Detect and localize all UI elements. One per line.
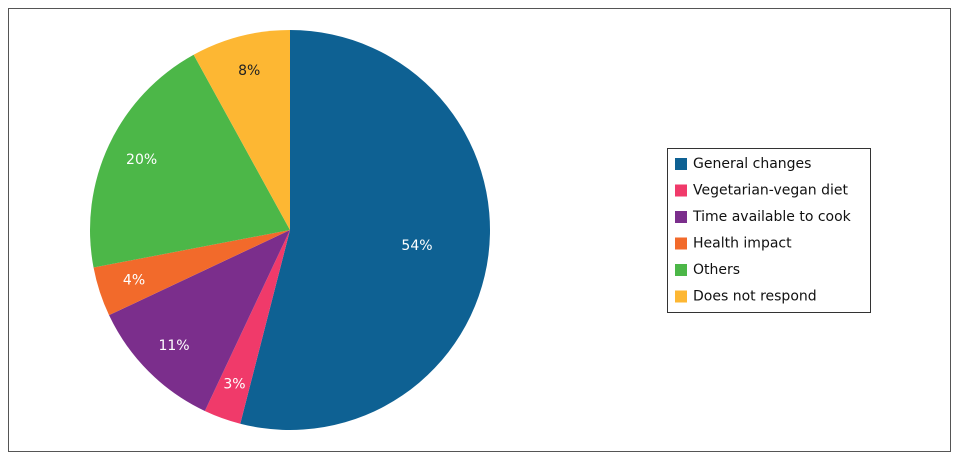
legend-label: Health impact (693, 236, 792, 252)
legend-label: Vegetarian-vegan diet (693, 183, 849, 199)
legend-swatch (675, 290, 687, 303)
data-label: 11% (158, 338, 189, 354)
legend-swatch (675, 237, 687, 250)
pie-slice (109, 230, 290, 411)
data-label: 20% (126, 152, 157, 168)
legend-label: Others (693, 262, 740, 278)
legend-label: Does not respond (693, 289, 817, 305)
legend-swatch (675, 158, 687, 170)
data-label: 4% (123, 273, 145, 289)
pie-slice (93, 230, 291, 316)
legend-swatch (675, 264, 687, 276)
pie-slice (240, 30, 490, 430)
pie-slice (204, 230, 290, 424)
pie-slice (193, 30, 290, 230)
legend-swatch (675, 184, 687, 197)
legend-label: Time available to cook (692, 209, 852, 225)
legend-swatch (675, 211, 687, 223)
data-label: 8% (238, 63, 260, 79)
data-label: 54% (401, 238, 432, 254)
data-label: 3% (223, 376, 245, 392)
pie-slice (89, 54, 290, 268)
legend-label: General changes (693, 156, 811, 172)
legend-box (667, 148, 871, 313)
